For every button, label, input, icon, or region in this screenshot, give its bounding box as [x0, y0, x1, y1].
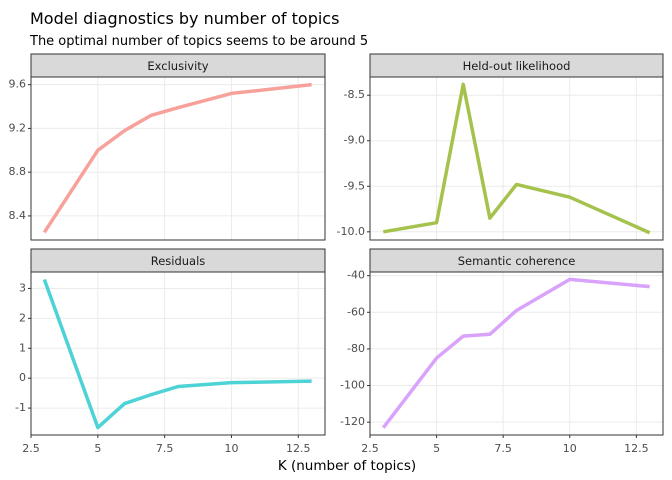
y-tick-label: -120: [340, 415, 365, 428]
y-tick-label: -100: [340, 379, 365, 392]
chart-subtitle: The optimal number of topics seems to be…: [29, 34, 368, 49]
x-tick-label: 10: [224, 442, 238, 455]
panel: [370, 77, 663, 240]
x-tick-label: 5: [433, 442, 440, 455]
y-tick-label: -10.0: [337, 225, 365, 238]
y-tick-label: -9.0: [344, 134, 365, 147]
y-tick-label: 1: [19, 341, 26, 354]
panel: [370, 272, 663, 435]
panel-border: [30, 76, 326, 241]
y-tick-label: -8.5: [344, 88, 365, 101]
x-axis-label: K (number of topics): [278, 458, 416, 474]
y-tick-label: 3: [19, 281, 26, 294]
x-tick-label: 5: [94, 442, 101, 455]
y-tick-label: -60: [347, 305, 365, 318]
y-tick-label: 8.8: [9, 165, 27, 178]
panel-border: [30, 271, 326, 436]
y-tick-label: -1: [15, 401, 26, 414]
strip-label: Exclusivity: [147, 59, 208, 73]
data-line: [381, 277, 650, 429]
data-line: [42, 82, 312, 234]
y-tick-label: 8.4: [9, 209, 27, 222]
strip-label: Held-out likelihood: [463, 59, 571, 73]
x-tick-label: 2.5: [361, 442, 379, 455]
x-tick-label: 2.5: [22, 442, 40, 455]
y-tick-label: -9.5: [344, 179, 365, 192]
x-tick-label: 12.5: [624, 442, 649, 455]
y-tick-label: 0: [19, 371, 26, 384]
x-tick-label: 7.5: [494, 442, 512, 455]
y-tick-label: -40: [347, 269, 365, 282]
panel-border: [369, 271, 664, 436]
y-tick-label: -80: [347, 342, 365, 355]
data-line: [42, 278, 312, 430]
data-line: [383, 82, 651, 235]
strip-label: Residuals: [151, 254, 206, 268]
panel-border: [369, 76, 664, 241]
y-tick-label: 9.2: [9, 121, 27, 134]
x-tick-label: 12.5: [286, 442, 311, 455]
y-tick-label: 9.6: [9, 78, 27, 91]
strip-label: Semantic coherence: [458, 254, 576, 268]
chart-title: Model diagnostics by number of topics: [30, 9, 339, 28]
x-tick-label: 10: [563, 442, 577, 455]
x-tick-label: 7.5: [156, 442, 174, 455]
y-tick-label: 2: [19, 311, 26, 324]
panel: [31, 272, 325, 435]
panel: [31, 77, 325, 240]
